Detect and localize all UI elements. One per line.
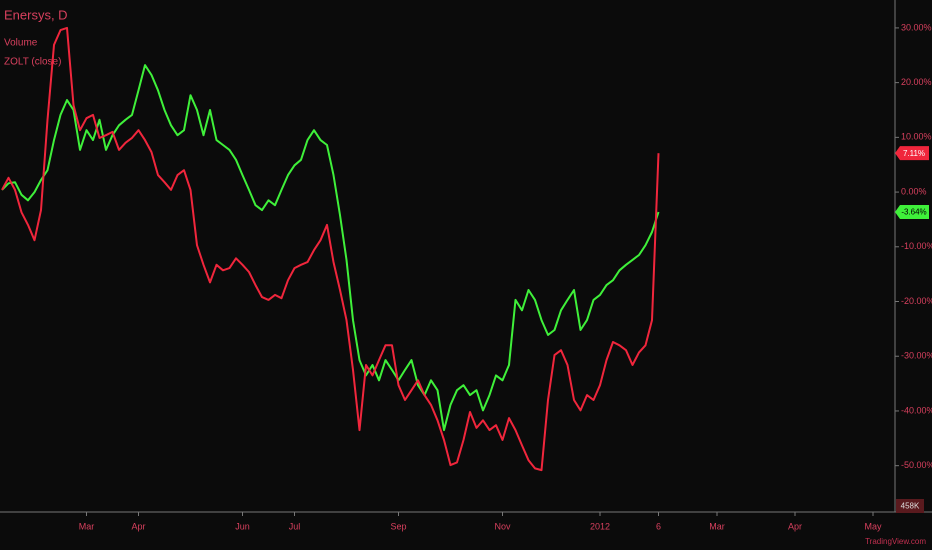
y-tick-label: -10.00% bbox=[901, 241, 932, 251]
y-tick-label: -50.00% bbox=[901, 460, 932, 470]
y-tick-label: 20.00% bbox=[901, 77, 932, 87]
legend-entry: ZOLT (close) bbox=[4, 57, 61, 68]
end-label-badge bbox=[895, 204, 929, 219]
series-line bbox=[1, 26, 660, 472]
x-tick-label: 2012 bbox=[590, 521, 610, 531]
y-tick-label: 30.00% bbox=[901, 22, 932, 32]
volume-label: 458K bbox=[901, 502, 920, 511]
chart-title: Enersys, D bbox=[4, 7, 68, 22]
x-tick-label: Apr bbox=[788, 521, 802, 531]
y-tick-label: 10.00% bbox=[901, 132, 932, 142]
y-tick-label: -20.00% bbox=[901, 296, 932, 306]
x-tick-label: Apr bbox=[131, 521, 145, 531]
series-line bbox=[1, 64, 660, 432]
x-tick-label: Jul bbox=[289, 521, 301, 531]
y-tick-label: -40.00% bbox=[901, 405, 932, 415]
end-label: 7.11% bbox=[903, 149, 925, 158]
x-tick-label: Mar bbox=[79, 521, 95, 531]
end-label-badge bbox=[895, 146, 929, 161]
legend-volume: Volume bbox=[4, 38, 38, 49]
y-tick-label: 0.00% bbox=[901, 186, 927, 196]
x-tick-label: May bbox=[864, 521, 882, 531]
y-tick-label: -30.00% bbox=[901, 351, 932, 361]
x-tick-label: Mar bbox=[709, 521, 725, 531]
watermark: TradingView.com bbox=[865, 537, 926, 546]
volume-badge bbox=[896, 499, 924, 513]
x-tick-label: Nov bbox=[494, 521, 511, 531]
end-label: -3.64% bbox=[901, 208, 926, 217]
x-tick-label: Jun bbox=[235, 521, 250, 531]
x-tick-label: 6 bbox=[656, 521, 661, 531]
x-tick-label: Sep bbox=[390, 521, 406, 531]
